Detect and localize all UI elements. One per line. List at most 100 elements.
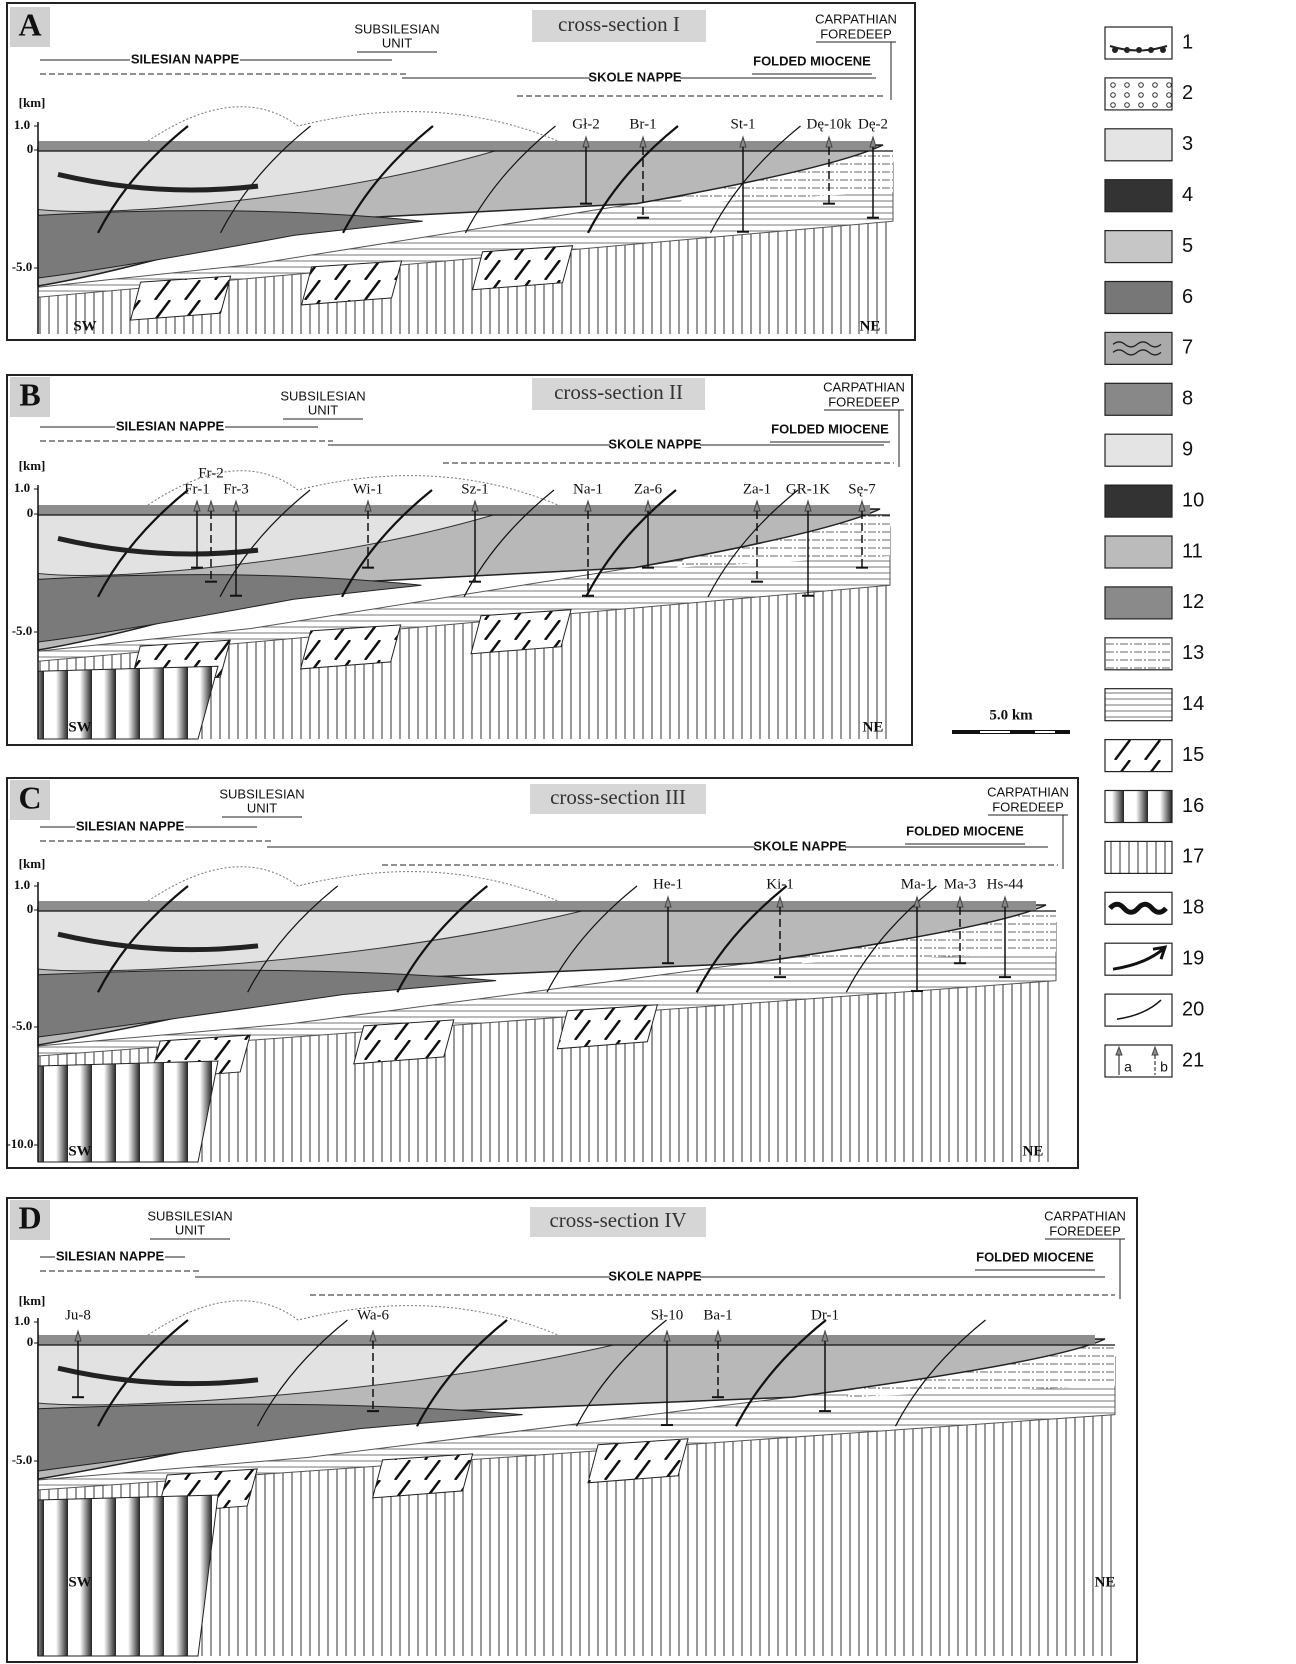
unit-label: SKOLE NAPPE [588,69,682,84]
panel-title: cross-section IV [549,1208,686,1232]
unit-label: CARPATHIAN [823,379,905,394]
depth-label: -5.0 [12,623,33,638]
panel-title: cross-section II [554,380,683,404]
legend-swatch [1105,638,1172,670]
basement-block [131,276,231,320]
direction-label: NE [1023,1143,1044,1159]
well-label: Ju-8 [65,1307,91,1323]
legend-label: 8 [1182,388,1193,410]
unit-label: FOLDED MIOCENE [753,53,871,68]
basement-block [354,1020,454,1064]
well-label: Dę-10k [807,116,852,132]
basement-block [373,1454,473,1498]
well-label: Fr-1 [184,481,210,497]
panel-letter: D [18,1199,41,1235]
well-label: Wa-6 [357,1307,390,1323]
legend-swatch [1105,587,1172,619]
legend-label: 21 [1182,1049,1204,1071]
legend-swatch [1105,841,1172,873]
depth-label: 0 [27,141,34,156]
well-label: Sł-10 [651,1307,684,1323]
surface-cover [38,141,873,151]
well-label: Fr-2 [198,465,224,481]
depth-label: 0 [27,505,34,520]
panel-letter: C [18,779,41,815]
unit-label: UNIT [382,35,412,50]
legend-label: 20 [1182,998,1204,1020]
direction-label: SW [68,1143,91,1159]
unit-label: SKOLE NAPPE [608,436,702,451]
unit-label: FOLDED MIOCENE [771,421,889,436]
legend-swatch [1105,740,1172,772]
depth-label: 1.0 [14,117,30,132]
depth-label: 1.0 [14,1313,30,1328]
well-label: Na-1 [573,481,603,497]
well-label: Hs-44 [987,876,1024,892]
unit-label: SILESIAN NAPPE [131,51,240,66]
legend-symbol [1112,47,1118,53]
legend-swatch [1105,383,1172,415]
legend-label: 2 [1182,82,1193,104]
legend-label: 11 [1182,540,1203,562]
panel-letter: B [19,376,40,412]
well-label: Sz-1 [461,481,489,497]
unit-label: CARPATHIAN [1044,1208,1126,1223]
well-label: He-1 [653,876,683,892]
unit-label: SUBSILESIAN [354,21,439,36]
unit-label: SILESIAN NAPPE [56,1248,165,1263]
unit-label: SUBSILESIAN [147,1208,232,1223]
legend-label: 13 [1182,642,1204,664]
legend-label: 19 [1182,947,1204,969]
depth-label: 0 [27,1334,34,1349]
well-label: Za-6 [634,481,663,497]
well-label: Dę-2 [858,116,888,132]
basement-block [302,261,402,305]
legend-label: 9 [1182,438,1193,460]
legend-swatch [1105,434,1172,466]
legend-swatch [1105,231,1172,263]
legend-symbol [1136,47,1142,53]
unit-label: UNIT [308,402,338,417]
legend-label: 1 [1182,31,1193,53]
legend-label: 15 [1182,744,1204,766]
well-label: Wi-1 [353,481,383,497]
unit-label: SKOLE NAPPE [608,1268,702,1283]
direction-label: NE [860,318,881,334]
well-label: Ba-1 [703,1307,732,1323]
legend-label: 5 [1182,235,1193,257]
basement-block [588,1439,688,1483]
legend-label: 14 [1182,693,1204,715]
surface-cover [38,1335,1095,1345]
unit-label: FOREDEEP [1049,1223,1121,1238]
depth-label: [km] [19,95,46,110]
unit-label: CARPATHIAN [815,11,897,26]
well-label: Ki-1 [766,876,794,892]
legend-swatch [1105,485,1172,517]
legend-symbol [1148,47,1154,53]
crystalline-block [38,1495,218,1656]
legend-label: 10 [1182,489,1204,511]
unit-label: SKOLE NAPPE [753,838,847,853]
unit-label: UNIT [247,800,277,815]
figure: 1234567891011121314151617181920ab21 [km]… [0,0,1296,1664]
depth-label: 0 [27,901,34,916]
legend-swatch [1105,536,1172,568]
legend-label: 3 [1182,133,1193,155]
legend-swatch [1105,332,1172,364]
well-label: Ma-1 [901,876,934,892]
well-label: Fr-3 [223,481,249,497]
legend-swatch [1105,282,1172,314]
crystalline-block [38,1061,218,1162]
depth-label: [km] [19,1293,46,1308]
unit-label: SILESIAN NAPPE [116,418,225,433]
well-label: GR-1K [786,481,830,497]
well-label: St-1 [730,116,755,132]
well-label: Dr-1 [811,1307,839,1323]
well-label: Sę-7 [848,481,876,497]
legend-swatch [1105,791,1172,823]
unit-label: SUBSILESIAN [280,388,365,403]
legend-label: 12 [1182,591,1204,613]
unit-label: UNIT [175,1222,205,1237]
legend-label: 4 [1182,184,1193,206]
